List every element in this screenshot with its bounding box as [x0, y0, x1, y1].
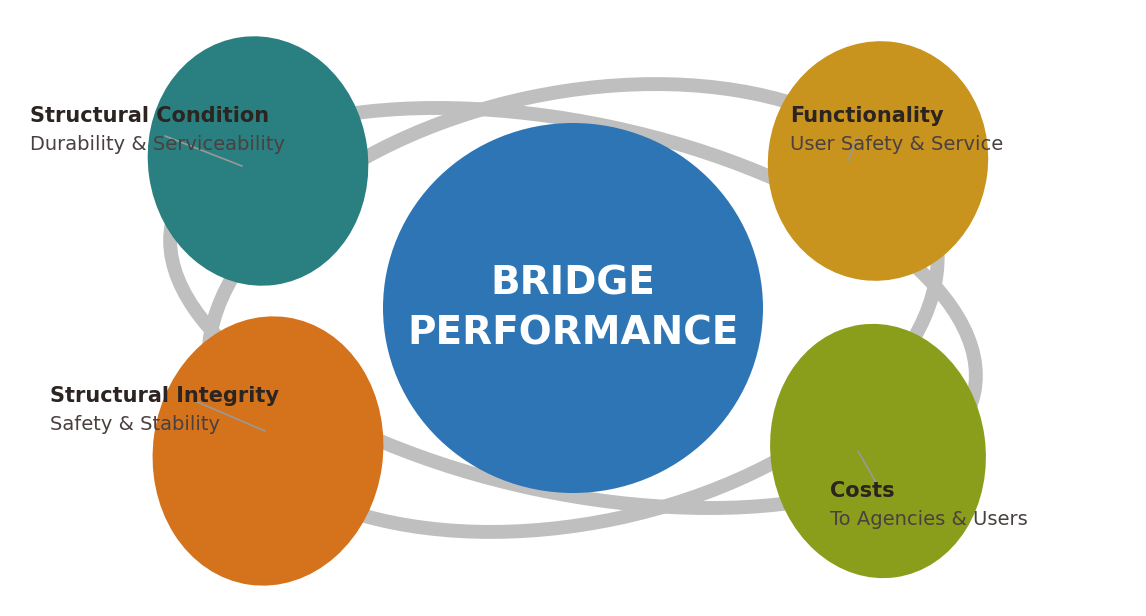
Ellipse shape: [768, 41, 988, 281]
Ellipse shape: [770, 324, 986, 578]
Ellipse shape: [383, 123, 763, 493]
Text: Costs: Costs: [830, 481, 895, 501]
Text: Safety & Stability: Safety & Stability: [50, 415, 220, 434]
Text: BRIDGE
PERFORMANCE: BRIDGE PERFORMANCE: [407, 264, 739, 352]
Text: Functionality: Functionality: [790, 106, 943, 126]
Text: Durability & Serviceability: Durability & Serviceability: [30, 135, 285, 154]
Text: To Agencies & Users: To Agencies & Users: [830, 510, 1028, 529]
Text: Structural Integrity: Structural Integrity: [50, 386, 278, 406]
Text: User Safety & Service: User Safety & Service: [790, 135, 1003, 154]
Ellipse shape: [152, 317, 384, 586]
Ellipse shape: [148, 36, 368, 286]
Text: Structural Condition: Structural Condition: [30, 106, 269, 126]
